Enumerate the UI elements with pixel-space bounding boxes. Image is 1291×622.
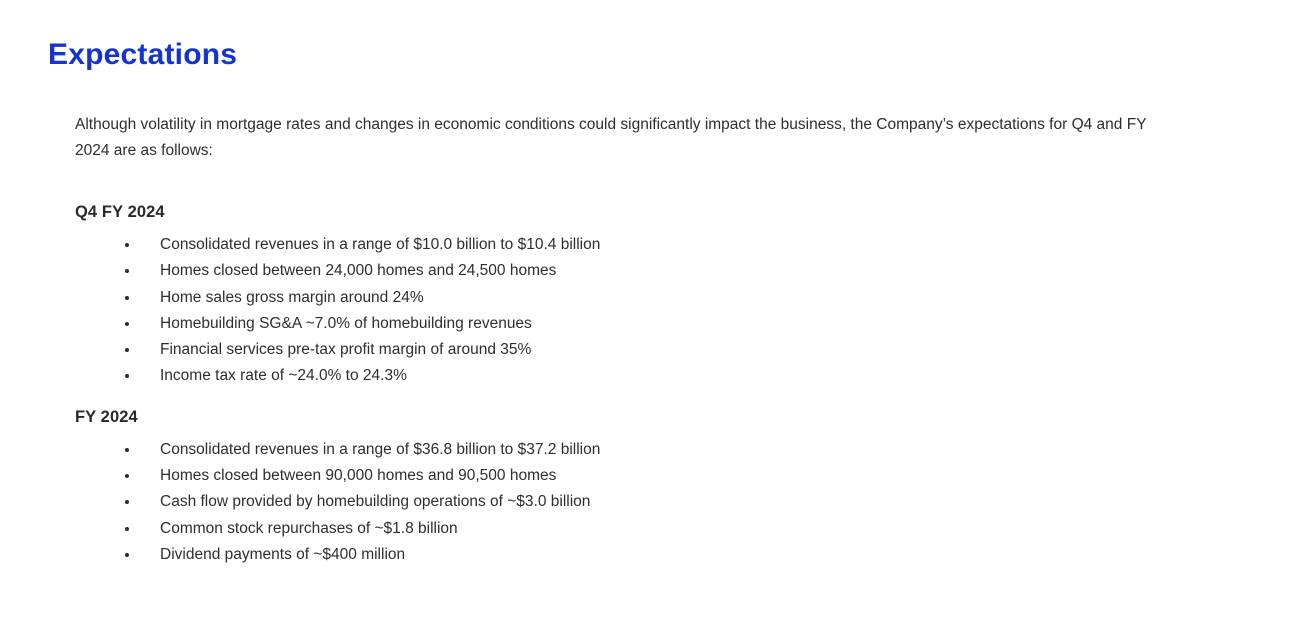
section-heading-fy-2024: FY 2024 <box>75 407 138 426</box>
bullet-dot-icon <box>125 500 129 505</box>
intro-paragraph: Although volatility in mortgage rates an… <box>75 116 1147 159</box>
list-item: Consolidated revenues in a range of $10.… <box>125 232 1291 258</box>
bullet-text: Financial services pre-tax profit margin… <box>160 341 532 359</box>
bullet-text: Dividend payments of ~$400 million <box>160 545 406 563</box>
list-item: Consolidated revenues in a range of $36.… <box>125 437 1291 463</box>
section-fy-2024: FY 2024 Consolidated revenues in a range… <box>75 406 1291 568</box>
bullet-dot-icon <box>125 269 129 274</box>
list-item: Financial services pre-tax profit margin… <box>125 337 1291 363</box>
bullet-text: Homebuilding SG&A ~7.0% of homebuilding … <box>160 314 532 332</box>
bullet-text: Homes closed between 24,000 homes and 24… <box>160 262 557 280</box>
page-title: Expectations <box>48 38 238 71</box>
list-item: Common stock repurchases of ~$1.8 billio… <box>125 516 1291 542</box>
q4-bullet-list: Consolidated revenues in a range of $10.… <box>75 232 1291 390</box>
list-item: Home sales gross margin around 24% <box>125 285 1291 311</box>
bullet-dot-icon <box>125 447 129 452</box>
bullet-text: Cash flow provided by homebuilding opera… <box>160 493 591 511</box>
bullet-text: Homes closed between 90,000 homes and 90… <box>160 467 557 485</box>
bullet-text: Income tax rate of ~24.0% to 24.3% <box>160 367 407 385</box>
list-item: Homes closed between 24,000 homes and 24… <box>125 258 1291 284</box>
fy-bullet-list: Consolidated revenues in a range of $36.… <box>75 437 1291 568</box>
bullet-dot-icon <box>125 348 129 353</box>
list-item: Cash flow provided by homebuilding opera… <box>125 489 1291 515</box>
bullet-dot-icon <box>125 243 129 247</box>
bullet-text: Consolidated revenues in a range of $36.… <box>160 440 601 458</box>
bullet-dot-icon <box>125 374 129 379</box>
section-q4-fy-2024: Q4 FY 2024 Consolidated revenues in a ra… <box>75 201 1291 390</box>
bullet-dot-icon <box>125 474 129 479</box>
list-item: Homebuilding SG&A ~7.0% of homebuilding … <box>125 311 1291 337</box>
section-heading-q4-fy-2024: Q4 FY 2024 <box>75 203 165 221</box>
bullet-text: Common stock repurchases of ~$1.8 billio… <box>160 519 458 537</box>
bullet-dot-icon <box>125 526 129 531</box>
list-item: Homes closed between 90,000 homes and 90… <box>125 463 1291 489</box>
bullet-text: Consolidated revenues in a range of $10.… <box>160 236 601 253</box>
bullet-dot-icon <box>125 321 129 326</box>
bullet-dot-icon <box>125 295 129 300</box>
list-item: Dividend payments of ~$400 million <box>125 542 1291 568</box>
bullet-dot-icon <box>125 552 129 557</box>
list-item: Income tax rate of ~24.0% to 24.3% <box>125 363 1291 389</box>
bullet-text: Home sales gross margin around 24% <box>160 288 424 306</box>
